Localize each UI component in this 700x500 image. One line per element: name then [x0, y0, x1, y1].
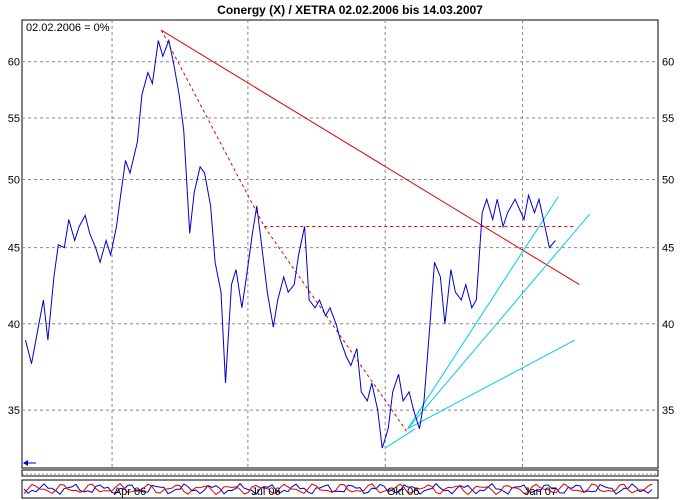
y-tick-label: 60 [8, 57, 20, 69]
chart-title: Conergy (X) / XETRA 02.02.2006 bis 14.03… [217, 3, 483, 17]
fan-line [407, 339, 576, 430]
downtrend-dashed-line [160, 29, 409, 433]
grid-lines [22, 20, 658, 468]
left-arrow-icon [23, 460, 36, 466]
y-tick-labels-left: 35 40 45 50 55 60 [8, 57, 20, 417]
y-tick-label: 60 [662, 57, 674, 69]
x-tick-label: Apr 06 [114, 486, 146, 498]
fan-line [407, 213, 591, 430]
plot-frame [21, 19, 659, 469]
y-tick-labels-right: 35 40 45 50 55 60 [662, 57, 674, 417]
indicator-line-blue [23, 482, 653, 496]
indicator-panel [21, 469, 659, 499]
y-tick-label: 55 [662, 113, 674, 125]
y-tick-label: 40 [8, 319, 20, 331]
price-series-line [25, 38, 556, 449]
x-tick-label: Jan 07 [524, 486, 557, 498]
y-tick-label: 45 [8, 243, 20, 255]
x-tick-labels: Apr 06 Jul 06 Okt 06 Jan 07 [114, 486, 557, 498]
y-tick-label: 35 [662, 405, 674, 417]
y-tick-label: 50 [8, 175, 20, 187]
y-tick-label: 50 [662, 175, 674, 187]
fan-base-line [384, 428, 416, 449]
baseline-note: 02.02.2006 = 0% [26, 22, 110, 34]
indicator-line-red [23, 482, 653, 496]
fan-line [407, 196, 559, 430]
y-tick-label: 40 [662, 319, 674, 331]
y-tick-label: 45 [662, 243, 674, 255]
y-tick-label: 55 [8, 113, 20, 125]
x-tick-label: Okt 06 [387, 486, 419, 498]
resistance-line [161, 29, 580, 286]
indicator-strip-upper [21, 469, 659, 477]
x-tick-label: Jul 06 [251, 486, 280, 498]
indicator-strip-lower [21, 479, 659, 499]
arrow-head [23, 460, 28, 466]
y-tick-label: 35 [8, 405, 20, 417]
trend-annotations [160, 29, 591, 449]
